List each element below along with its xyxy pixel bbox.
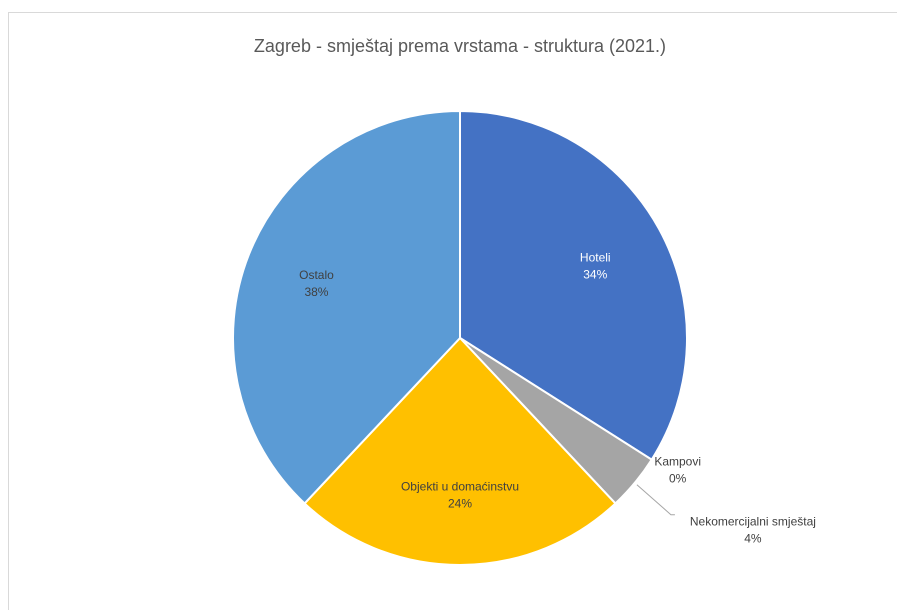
category-label: Kampovi bbox=[654, 455, 701, 469]
category-label: Hoteli bbox=[580, 251, 611, 265]
data-label: Ostalo 38% bbox=[299, 268, 334, 299]
value-label: 38% bbox=[304, 285, 328, 299]
value-label: 34% bbox=[583, 268, 607, 282]
chart-title: Zagreb - smještaj prema vrstama - strukt… bbox=[254, 36, 666, 56]
value-label: 4% bbox=[744, 532, 762, 546]
data-label: Nekomercijalni smještaj 4% bbox=[690, 515, 816, 546]
data-label: Kampovi 0% bbox=[654, 455, 701, 486]
category-label: Objekti u domaćinstvu bbox=[401, 479, 519, 493]
value-label: 24% bbox=[448, 496, 472, 510]
data-label: Hoteli 34% bbox=[580, 251, 611, 282]
pie-slice bbox=[232, 109, 461, 505]
category-label: Nekomercijalni smještaj bbox=[690, 515, 816, 529]
value-label: 0% bbox=[669, 472, 687, 486]
data-label: Objekti u domaćinstvu 24% bbox=[401, 479, 519, 510]
pie-slice bbox=[459, 109, 688, 462]
pie-slice bbox=[303, 336, 617, 566]
category-label: Ostalo bbox=[299, 268, 334, 282]
leader-line bbox=[636, 484, 675, 516]
